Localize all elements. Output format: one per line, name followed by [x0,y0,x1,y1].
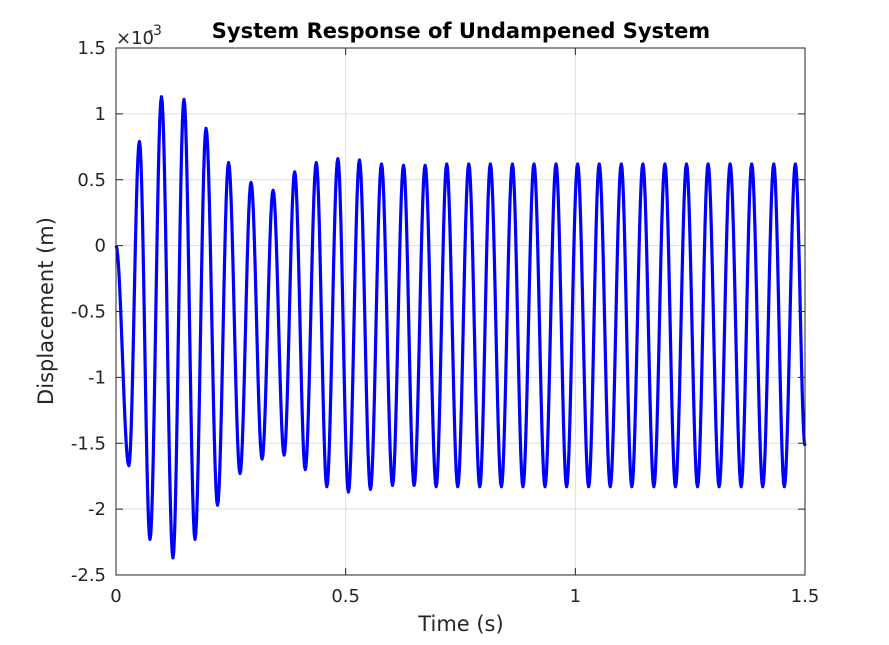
x-tick-label: 0.5 [331,586,360,607]
x-tick-label: 1.5 [791,586,820,607]
x-tick-label: 1 [570,586,581,607]
y-tick-label: 0 [95,236,106,257]
y-exponent-power: -3 [148,23,162,39]
y-tick-label: 0.5 [77,170,106,191]
y-axis-label: Displacement (m) [34,217,58,405]
y-tick-label: -1 [88,367,106,388]
tick-marks [115,47,806,576]
y-tick-label: -0.5 [71,302,106,323]
y-exponent-base: ×10 [116,28,154,49]
x-tick-label: 0 [110,586,121,607]
chart-title: System Response of Undampened System [212,19,710,43]
x-axis-label: Time (s) [417,612,503,636]
y-tick-label: -2.5 [71,565,106,586]
y-tick-label: -1.5 [71,433,106,454]
y-tick-label: 1 [95,104,106,125]
y-tick-label: -2 [88,499,106,520]
y-tick-label: 1.5 [77,38,106,59]
series-line [114,95,807,560]
series-layer [114,95,807,560]
y-tick-labels: -2.5 -2 -1.5 -1 -0.5 0 0.5 1 1.5 [71,38,106,586]
x-tick-labels: 0 0.5 1 1.5 [110,586,819,607]
